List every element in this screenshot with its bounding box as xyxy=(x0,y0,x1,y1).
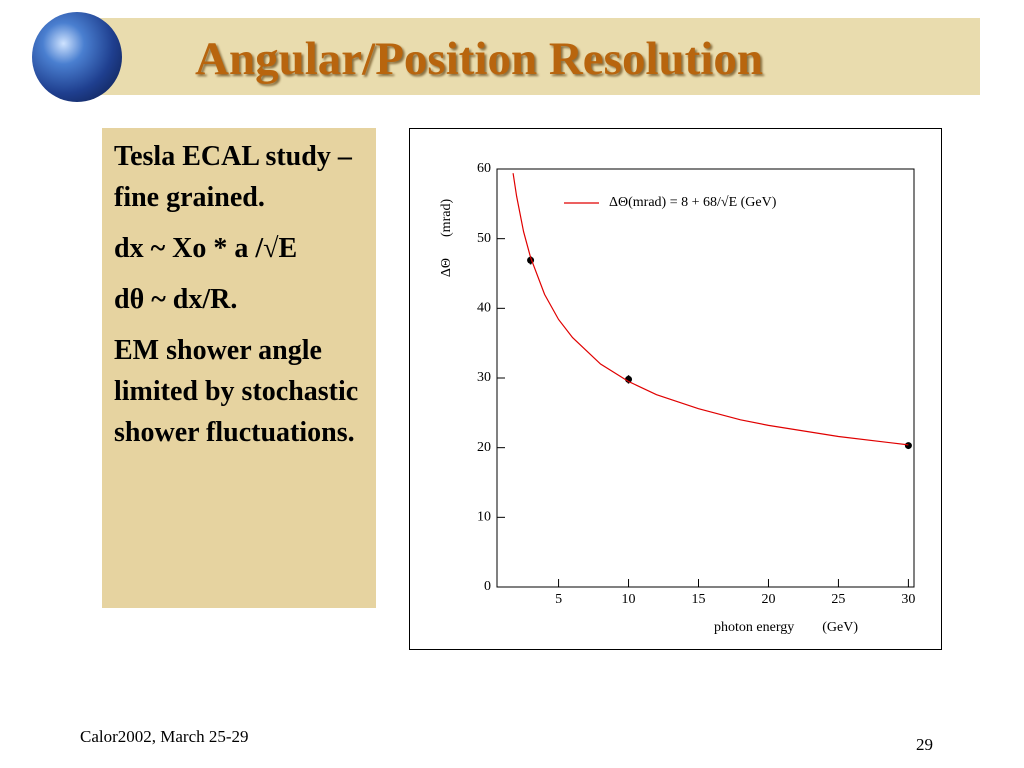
chart-frame xyxy=(409,128,942,650)
y-tick-label: 40 xyxy=(477,301,491,316)
y-tick-label: 60 xyxy=(477,161,491,176)
y-tick-label: 10 xyxy=(477,510,491,525)
x-tick-label: 15 xyxy=(692,592,706,607)
fit-curve xyxy=(512,173,909,446)
x-axis-label: photon energy (GeV) xyxy=(714,620,858,635)
legend-label: ΔΘ(mrad) = 8 + 68/√E (GeV) xyxy=(609,195,777,210)
text-box: Tesla ECAL study – fine grained. dx ~ Xo… xyxy=(102,128,376,608)
paragraph: dθ ~ dx/R. xyxy=(114,284,238,315)
data-point xyxy=(625,375,633,383)
slide-title: Angular/Position Resolution xyxy=(195,33,763,85)
y-tick-label: 0 xyxy=(484,579,491,594)
paragraph: dx ~ Xo * a /√E xyxy=(114,233,298,264)
x-tick-label: 10 xyxy=(622,592,636,607)
x-tick-label: 5 xyxy=(555,592,562,607)
paragraph: Tesla ECAL study – fine grained. xyxy=(114,141,352,213)
paragraph: EM shower angle limited by stochastic sh… xyxy=(114,335,359,448)
y-tick-label: 50 xyxy=(477,231,491,246)
y-axis-label: ΔΘ (mrad) xyxy=(439,199,454,278)
footer-text: Calor2002, March 25-29 xyxy=(80,727,249,746)
y-tick-label: 30 xyxy=(477,370,491,385)
x-tick-label: 20 xyxy=(761,592,775,607)
data-point xyxy=(904,442,912,450)
x-tick-label: 30 xyxy=(901,592,915,607)
x-tick-label: 25 xyxy=(831,592,845,607)
globe-icon xyxy=(32,12,122,102)
chart: ΔΘ (mrad) photon energy (GeV) 0 10 20 30 40 5… xyxy=(409,128,942,650)
header-band xyxy=(100,18,980,95)
page-number: 29 xyxy=(916,735,933,754)
y-tick-label: 20 xyxy=(477,440,491,455)
